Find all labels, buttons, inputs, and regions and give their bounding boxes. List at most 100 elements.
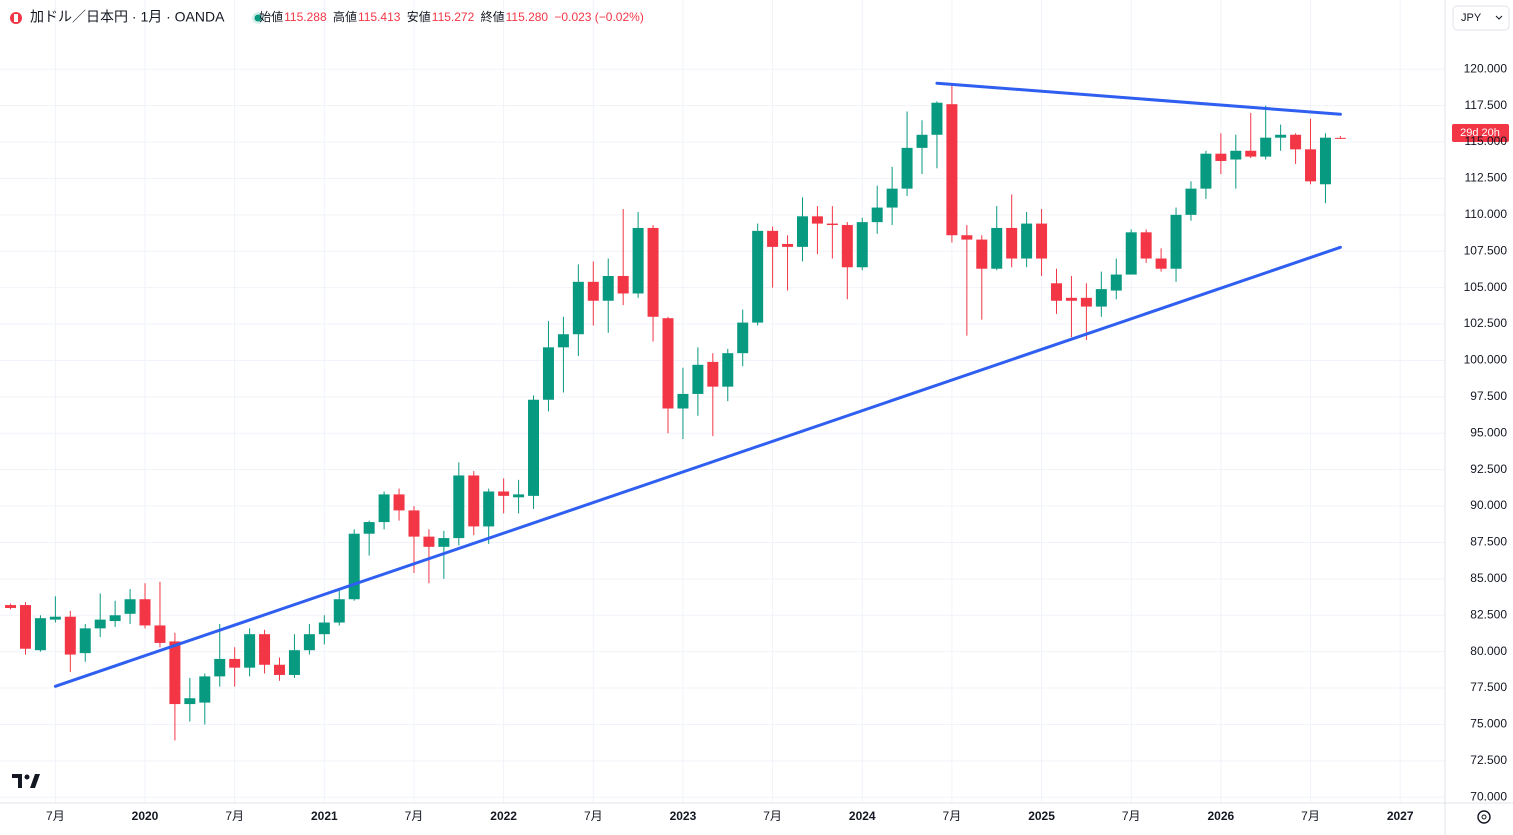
y-tick-label: 75.000 <box>1470 717 1507 731</box>
logo-dot[interactable] <box>24 774 30 780</box>
candle-body <box>811 216 823 224</box>
candle-body <box>259 634 271 665</box>
countdown-tag: 29d 20h <box>1452 124 1509 142</box>
y-tick-label: 102.500 <box>1464 316 1508 330</box>
x-tick-label: 2024 <box>849 809 876 823</box>
y-tick-label: 92.500 <box>1470 462 1507 476</box>
candle-body <box>542 347 554 400</box>
currency[interactable]: JPY <box>1461 12 1482 24</box>
candle-body <box>274 664 286 675</box>
y-tick-label: 90.000 <box>1470 498 1507 512</box>
candle-body <box>393 494 405 511</box>
candle-body <box>1290 134 1302 150</box>
x-tick-label: 2026 <box>1208 809 1235 823</box>
candle-body <box>662 318 674 409</box>
candle-body <box>124 599 136 614</box>
candle-body <box>1260 137 1272 157</box>
candle-body <box>109 615 121 622</box>
x-tick-label: 2025 <box>1028 809 1055 823</box>
y-tick-label: 87.500 <box>1470 535 1507 549</box>
y-tick-label: 95.000 <box>1470 425 1507 439</box>
y-tick-label: 70.000 <box>1470 789 1507 803</box>
candle-body <box>1110 274 1122 291</box>
candle-body <box>767 230 779 247</box>
y-tick-label: 105.000 <box>1464 280 1508 294</box>
candle-body <box>1125 232 1137 275</box>
y-tick-label: 72.500 <box>1470 753 1507 767</box>
candle-body <box>318 622 330 635</box>
candle-body <box>1305 149 1317 182</box>
candle-body <box>1215 153 1227 161</box>
candle-body <box>707 361 719 387</box>
candle-body <box>1245 150 1257 157</box>
candle-body <box>1036 223 1048 259</box>
candle-body <box>378 494 390 523</box>
candle-body <box>871 207 883 223</box>
x-tick-label: 2022 <box>490 809 517 823</box>
candle-body <box>557 334 569 348</box>
candle-body <box>1065 297 1077 301</box>
candle-body <box>617 275 629 294</box>
y-tick-label: 120.000 <box>1464 61 1508 75</box>
candle-body <box>453 475 465 539</box>
gear[interactable] <box>1477 810 1491 824</box>
candle-body <box>976 239 988 269</box>
ohlc-legend: 始値 115.288 高値 115.413 安値 115.272 終値 115.280 −0.0… <box>259 9 644 24</box>
candle-body <box>229 658 241 668</box>
candle-body <box>782 243 794 247</box>
candle-body <box>214 658 226 677</box>
candle-body <box>796 216 808 247</box>
candle-body <box>587 281 599 301</box>
candle-body <box>423 536 435 547</box>
candle-body <box>5 605 17 608</box>
x-tick-label: 7月 <box>584 809 603 823</box>
candle-body <box>946 104 958 236</box>
gear-center[interactable] <box>1481 814 1487 820</box>
candle-body <box>363 522 375 534</box>
candle-body <box>602 275 614 301</box>
y-tick-label: 82.500 <box>1470 607 1507 621</box>
y-tick-label: 85.000 <box>1470 571 1507 585</box>
candle-body <box>154 625 166 643</box>
candle-body <box>737 322 749 354</box>
candle-body <box>94 619 106 629</box>
candle-body <box>901 147 913 189</box>
candle-body <box>468 475 480 527</box>
x-tick-label: 7月 <box>1301 809 1320 823</box>
x-tick-label: 2021 <box>311 809 338 823</box>
candle-body <box>49 616 61 620</box>
y-tick-label: 100.000 <box>1464 353 1508 367</box>
chevron <box>1495 15 1503 20</box>
candle-body <box>244 634 256 668</box>
candle-body <box>841 225 853 268</box>
candle-body <box>288 650 300 675</box>
candle-body <box>513 494 525 498</box>
ohlc-value: 115.272 <box>432 10 475 24</box>
ohlc-value: 115.288 <box>284 10 327 24</box>
candle-body <box>139 599 151 626</box>
ohlc-label: 高値 <box>333 9 357 24</box>
x-tick-label: 2020 <box>132 809 159 823</box>
candle-body <box>1275 134 1287 138</box>
currency-box[interactable] <box>1452 5 1510 31</box>
logo-t[interactable] <box>12 774 22 788</box>
candle-body <box>79 628 91 654</box>
settings-button[interactable] <box>1477 810 1491 824</box>
trendline <box>53 245 1342 688</box>
x-tick-label: 2027 <box>1387 809 1414 823</box>
candle-body <box>483 491 495 527</box>
candle-body <box>184 698 196 705</box>
logo-v[interactable] <box>30 774 40 788</box>
x-tick-label: 7月 <box>763 809 782 823</box>
candle-body <box>199 676 211 703</box>
y-tick-label: 97.500 <box>1470 389 1507 403</box>
currency-button[interactable]: JPY <box>1452 5 1510 31</box>
x-tick-label: 7月 <box>1122 809 1141 823</box>
logo[interactable] <box>12 774 40 788</box>
candle-body <box>1200 153 1212 189</box>
ohlc-label: 始値 <box>259 9 283 24</box>
candle-body <box>498 491 510 496</box>
candle-body <box>1051 283 1063 301</box>
symbol: 加ドル／日本円 · 1月 · OANDA <box>30 9 225 25</box>
